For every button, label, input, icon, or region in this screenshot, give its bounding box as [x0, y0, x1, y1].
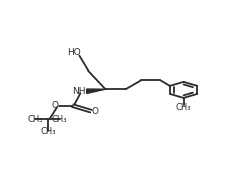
Polygon shape — [87, 89, 105, 93]
Text: CH₃: CH₃ — [27, 115, 43, 124]
Text: CH₃: CH₃ — [41, 127, 56, 135]
Text: NH: NH — [72, 87, 85, 96]
Text: HO: HO — [67, 48, 80, 57]
Text: O: O — [52, 101, 59, 110]
Text: CH₃: CH₃ — [176, 103, 191, 112]
Text: O: O — [92, 107, 99, 116]
Text: CH₃: CH₃ — [52, 115, 67, 124]
